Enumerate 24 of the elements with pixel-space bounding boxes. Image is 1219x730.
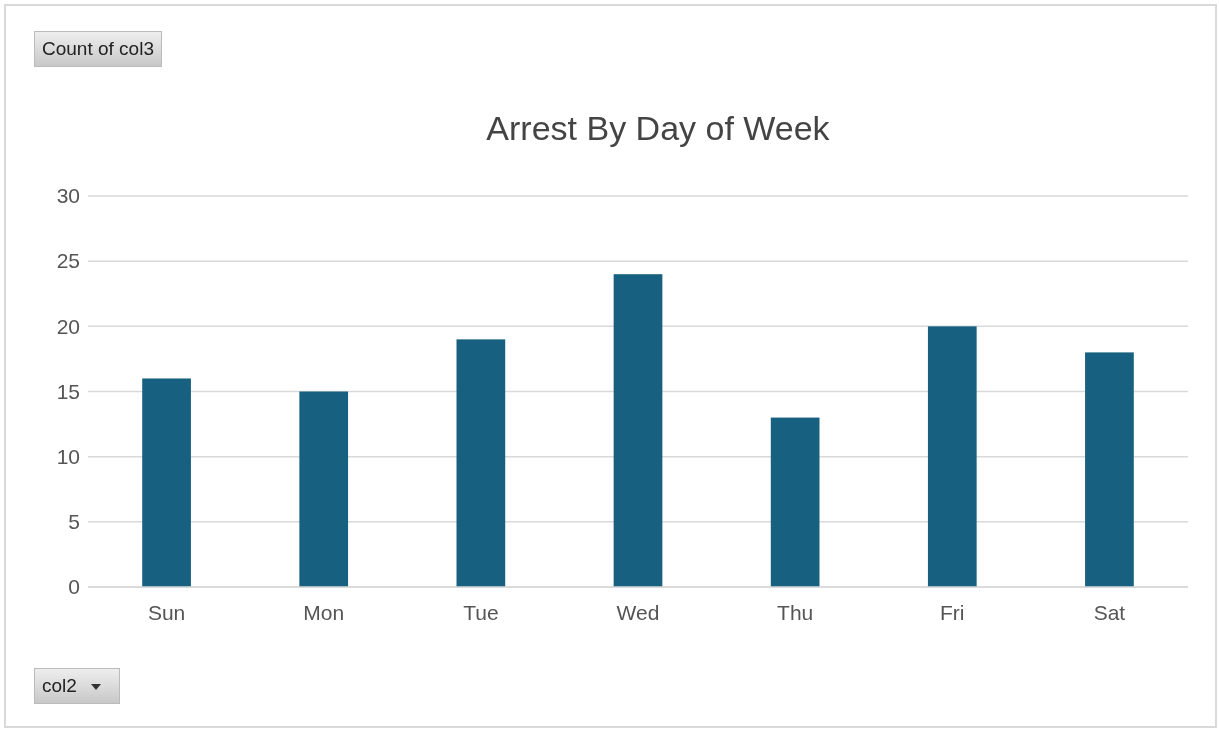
x-tick-label: Thu — [777, 601, 814, 624]
y-tick-label: 5 — [68, 510, 80, 534]
text: col2 — [42, 675, 77, 696]
x-tick-label: Wed — [616, 601, 660, 624]
y-tick-label: 0 — [68, 575, 80, 599]
y-tick-label: 30 — [56, 184, 80, 208]
y-tick-label: 25 — [56, 249, 80, 273]
bar — [927, 326, 977, 587]
bar — [1085, 352, 1134, 587]
bar — [613, 274, 663, 587]
x-tick-label: Sun — [147, 601, 186, 624]
x-tick-label: Mon — [303, 601, 345, 624]
bar — [142, 378, 191, 587]
bar — [299, 391, 349, 587]
bar — [456, 339, 506, 587]
x-tick-label: Sat — [1093, 601, 1126, 624]
bar — [770, 417, 820, 587]
x-tick-label: Fri — [940, 601, 965, 624]
y-tick-label: 15 — [56, 379, 80, 403]
x-tick-label: Tue — [463, 601, 499, 624]
y-tick-label: 20 — [56, 314, 80, 338]
chart-title: Arrest By Day of Week — [486, 109, 831, 147]
text: Count of col3 — [42, 38, 154, 59]
y-tick-label: 10 — [56, 444, 80, 468]
